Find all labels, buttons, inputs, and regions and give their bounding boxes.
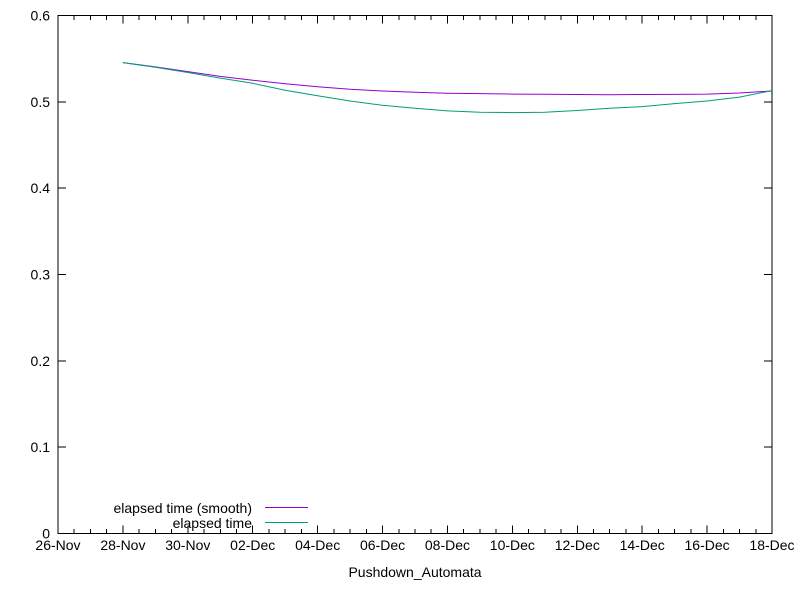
legend-line-sample-elapsed [265,522,308,523]
y-tick-label: 0.5 [31,94,51,110]
legend-label-elapsed: elapsed time [172,514,252,531]
series-line-elapsed [122,62,773,114]
y-tick-label: 0.4 [31,180,51,196]
x-tick-label: 26-Nov [35,537,80,553]
x-tick-label: 16-Dec [685,537,730,553]
legend-line-sample-smooth [265,507,308,508]
legend-item-smooth: elapsed time (smooth) [0,499,308,516]
series-line-smooth [122,62,773,96]
x-tick-label: 04-Dec [295,537,340,553]
x-tick-label: 10-Dec [490,537,535,553]
y-tick-label: 0 [42,526,50,542]
axis-tick-labels: 0 0.1 0.2 0.3 0.4 0.5 0.6 26-Nov 28-Nov 30-Nov 02-… [31,8,795,554]
axis-ticks [57,15,773,534]
x-tick-label: 30-Nov [165,537,210,553]
x-tick-label: 14-Dec [620,537,665,553]
y-tick-label: 0.1 [31,439,51,455]
x-tick-label: 28-Nov [100,537,145,553]
legend: elapsed time (smooth) elapsed time [0,499,308,531]
legend-item-elapsed: elapsed time [0,514,308,531]
x-tick-label: 12-Dec [555,537,600,553]
x-axis-title: Pushdown_Automata [348,564,482,580]
x-tick-label: 06-Dec [360,537,405,553]
x-tick-label: 18-Dec [749,537,794,553]
y-tick-label: 0.3 [31,267,51,283]
y-tick-label: 0.6 [31,8,51,24]
x-tick-label: 02-Dec [230,537,275,553]
x-tick-label: 08-Dec [425,537,470,553]
legend-label-smooth: elapsed time (smooth) [113,499,252,516]
plot-border [57,15,773,534]
y-tick-label: 0.2 [31,353,51,369]
